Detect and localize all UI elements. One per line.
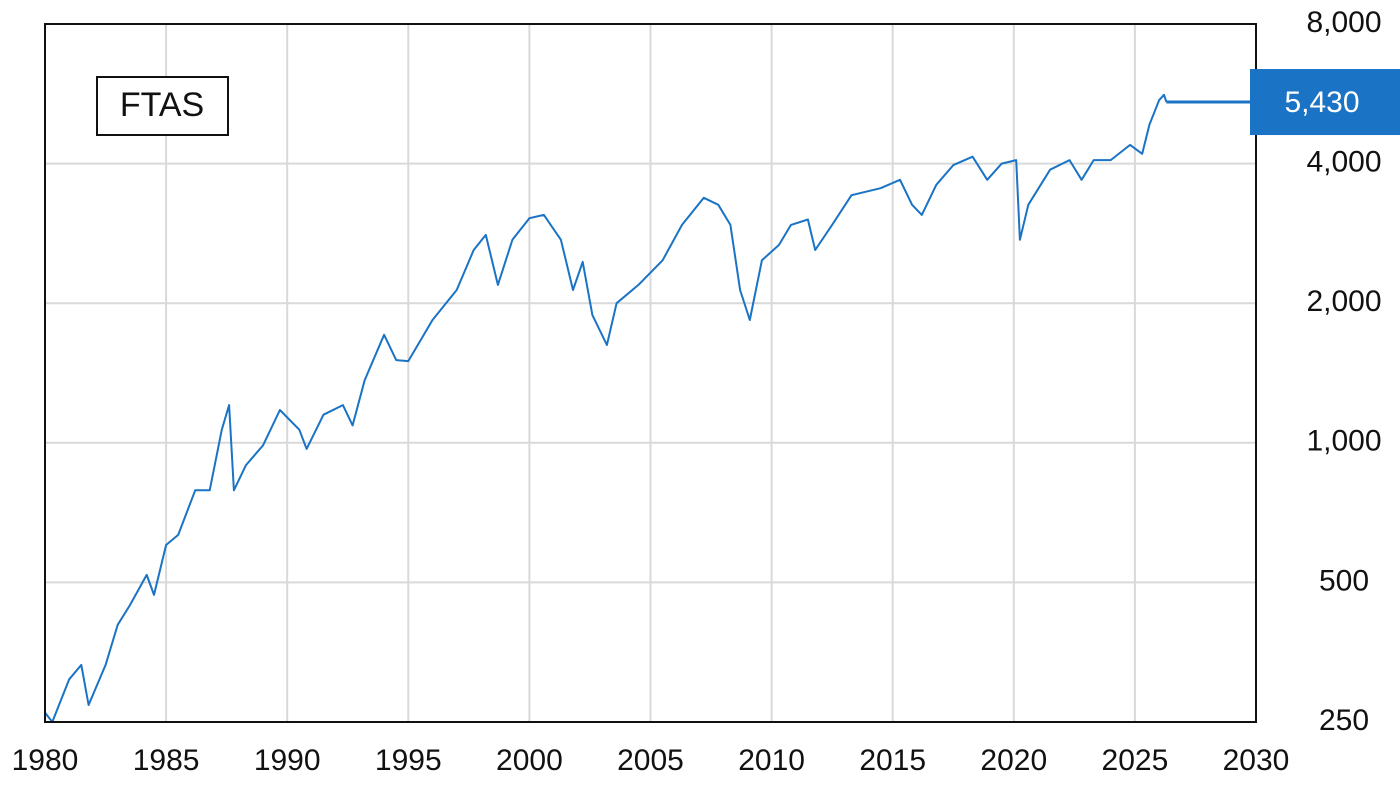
x-tick-label: 1980 — [12, 744, 79, 777]
labels: 1980 1985 1990 1995 2000 2005 2010 2015 2020 2025… — [12, 6, 1382, 777]
x-tick-label: 1995 — [375, 744, 442, 777]
y-tick-label: 4,000 — [1306, 146, 1381, 179]
x-tick-label: 1990 — [254, 744, 321, 777]
x-tick-label: 2010 — [738, 744, 805, 777]
x-tick-label: 2020 — [980, 744, 1047, 777]
current-value-box — [1250, 69, 1400, 136]
x-tick-label: 1985 — [133, 744, 200, 777]
y-tick-label: 250 — [1319, 704, 1369, 737]
plot-frame — [44, 23, 1257, 723]
x-tick-label: 2025 — [1102, 744, 1169, 777]
y-tick-label: 8,000 — [1306, 6, 1381, 39]
plot — [44, 93, 1252, 723]
legend-box — [96, 76, 229, 136]
x-tick-label: 2030 — [1223, 744, 1290, 777]
x-tick-label: 2015 — [859, 744, 926, 777]
x-tick-label: 2005 — [617, 744, 684, 777]
legend-label: FTAS — [120, 86, 204, 124]
y-tick-label: 2,000 — [1306, 285, 1381, 318]
y-tick-label: 1,000 — [1306, 425, 1381, 458]
y-tick-label: 500 — [1319, 564, 1369, 597]
line — [44, 93, 1168, 723]
current-value-label: 5,430 — [1284, 86, 1359, 119]
x-tick-label: 2000 — [496, 744, 563, 777]
